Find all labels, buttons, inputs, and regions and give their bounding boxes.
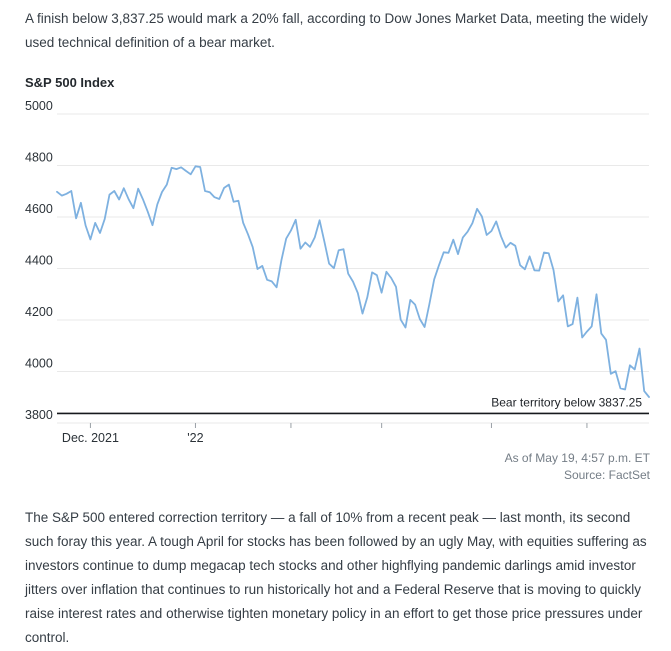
y-axis-label: 4400 [25,254,53,268]
y-axis-label: 4600 [25,202,53,216]
y-axis-label: 4800 [25,151,53,165]
y-axis-label: 4200 [25,305,53,319]
sp500-chart: 3800 4000 4200 4400 4600 4800 5000 Dec. 2021 '22… [25,99,650,445]
intro-paragraph: A finish below 3,837.25 would mark a 20%… [25,11,648,50]
x-axis-label: '22 [187,431,203,445]
x-axis-label: Dec. 2021 [62,431,119,445]
y-axis-label: 5000 [25,99,53,113]
chart-footnote: As of May 19, 4:57 p.m. ET Source: FactS… [25,450,650,484]
as-of-label: As of May 19, 4:57 p.m. ET [504,451,650,465]
y-axis-label: 3800 [25,408,53,422]
chart-title: S&P 500 Index [25,75,115,90]
bear-threshold-label: Bear territory below 3837.25 [491,395,642,409]
source-label: Source: FactSet [563,468,650,482]
body-paragraph: The S&P 500 entered correction territory… [25,510,647,645]
y-axis-label: 4000 [25,357,53,371]
price-line [56,165,650,398]
